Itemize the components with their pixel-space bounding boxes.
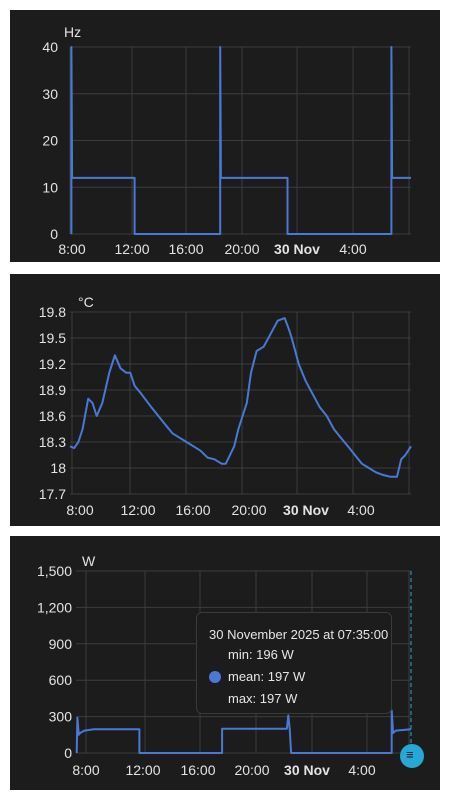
y-tick-label: 19.5 [39, 330, 66, 346]
y-tick-label: 17.7 [39, 486, 66, 502]
tooltip-mean: mean: 197 W [228, 669, 306, 684]
y-tick-label: 600 [49, 672, 73, 688]
y-axis-unit: °C [78, 294, 94, 310]
y-axis-unit: Hz [64, 24, 81, 40]
tooltip-min: min: 196 W [228, 647, 294, 662]
x-tick-label: 12:00 [125, 762, 160, 778]
x-tick-label: 8:00 [58, 241, 85, 257]
legend-toggle-button[interactable]: ≡ [400, 744, 424, 768]
y-tick-label: 1,200 [37, 599, 72, 615]
series-line [69, 317, 412, 478]
tooltip-series-dot [209, 671, 221, 683]
y-tick-label: 40 [42, 39, 58, 55]
x-tick-label: 30 Nov [284, 762, 330, 778]
x-tick-label: 4:00 [347, 502, 374, 518]
y-tick-label: 20 [42, 133, 58, 149]
x-tick-label: 20:00 [234, 762, 269, 778]
series-line [75, 709, 412, 754]
x-tick-label: 20:00 [224, 241, 259, 257]
tooltip-title: 30 November 2025 at 07:35:00 [209, 627, 389, 642]
x-tick-label: 16:00 [180, 762, 215, 778]
y-tick-label: 19.2 [39, 356, 66, 372]
temperature-chart-card [10, 274, 440, 526]
y-tick-label: 18 [50, 460, 66, 476]
series-line [70, 46, 411, 235]
y-tick-label: 18.3 [39, 434, 66, 450]
x-tick-label: 16:00 [175, 502, 210, 518]
y-tick-label: 19.8 [39, 304, 66, 320]
y-tick-label: 18.9 [39, 382, 66, 398]
x-tick-label: 12:00 [120, 502, 155, 518]
list-icon: ≡ [406, 747, 414, 762]
x-tick-label: 8:00 [66, 502, 93, 518]
x-tick-label: 16:00 [168, 241, 203, 257]
y-tick-label: 10 [42, 179, 58, 195]
x-tick-label: 30 Nov [283, 502, 329, 518]
x-tick-label: 8:00 [72, 762, 99, 778]
tooltip-max: max: 197 W [228, 691, 298, 706]
y-tick-label: 1,500 [37, 563, 72, 579]
y-tick-label: 900 [49, 636, 73, 652]
x-tick-label: 30 Nov [274, 241, 320, 257]
y-tick-label: 18.6 [39, 408, 66, 424]
y-tick-label: 0 [64, 745, 72, 761]
power-tooltip: 30 November 2025 at 07:35:00 min: 196 W … [196, 612, 392, 714]
y-axis-unit: W [82, 553, 96, 569]
y-tick-label: 0 [50, 226, 58, 242]
y-tick-label: 300 [49, 709, 73, 725]
x-tick-label: 20:00 [231, 502, 266, 518]
frequency-chart-card [10, 10, 440, 262]
x-tick-label: 12:00 [114, 241, 149, 257]
y-tick-label: 30 [42, 86, 58, 102]
x-tick-label: 4:00 [339, 241, 366, 257]
x-tick-label: 4:00 [348, 762, 375, 778]
